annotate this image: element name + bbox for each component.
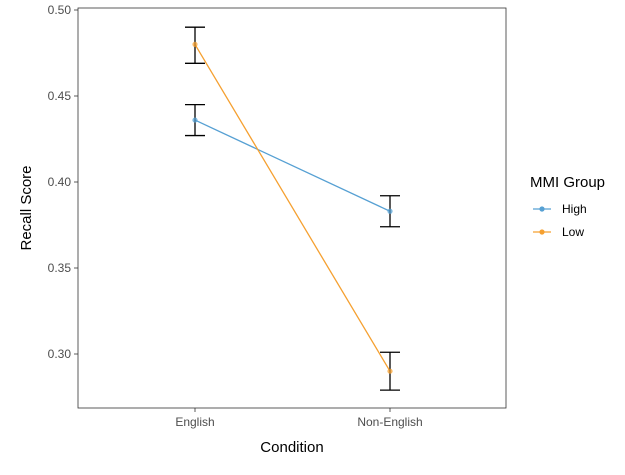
legend-key-point <box>539 229 545 235</box>
y-tick-label: 0.50 <box>48 3 72 17</box>
error-bars <box>185 26 400 391</box>
data-point-low <box>192 41 198 48</box>
x-tick-label: English <box>175 415 214 429</box>
y-tick-label: 0.30 <box>48 347 72 361</box>
legend-label: High <box>562 202 587 216</box>
x-axis: English Non-English <box>175 408 423 429</box>
data-point-high <box>192 117 198 123</box>
y-tick-label: 0.40 <box>48 175 72 189</box>
legend-title: MMI Group <box>530 174 605 191</box>
y-tick-label: 0.35 <box>48 261 72 275</box>
panel-border <box>77 7 507 409</box>
data-point-high <box>387 208 393 214</box>
legend-item-low: Low <box>533 225 584 239</box>
legend-key-point <box>539 206 545 212</box>
y-axis: 0.30 0.35 0.40 0.45 0.50 <box>48 3 78 361</box>
x-axis-title: Condition <box>260 439 323 456</box>
data-point-low <box>387 368 393 374</box>
legend-item-high: High <box>533 202 587 216</box>
legend: MMI Group High Low <box>530 174 605 239</box>
x-tick-label: Non-English <box>357 415 422 429</box>
series-lines <box>194 44 391 372</box>
legend-label: Low <box>562 225 584 239</box>
y-tick-label: 0.45 <box>48 89 72 103</box>
data-points <box>192 41 393 374</box>
y-axis-title: Recall Score <box>18 165 35 250</box>
series-line-low <box>194 44 391 372</box>
series-line-high <box>194 119 391 212</box>
